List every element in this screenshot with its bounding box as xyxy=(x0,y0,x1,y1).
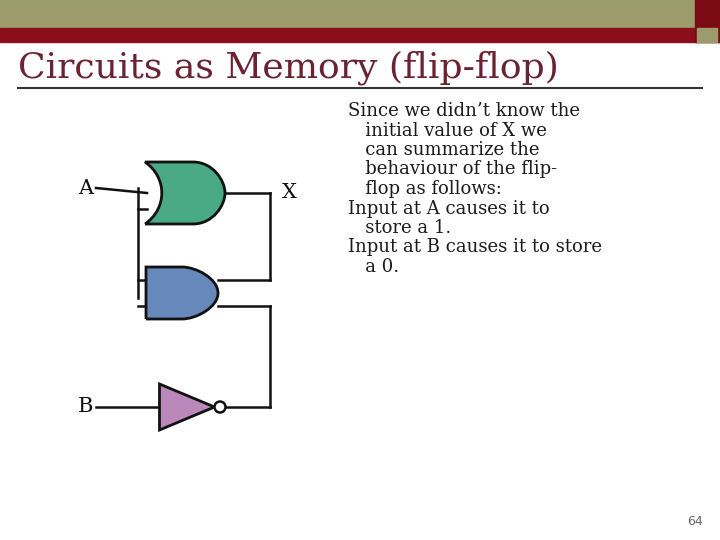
PathPatch shape xyxy=(146,267,218,319)
Text: initial value of X we: initial value of X we xyxy=(348,122,547,139)
Text: Since we didn’t know the: Since we didn’t know the xyxy=(348,102,580,120)
Text: store a 1.: store a 1. xyxy=(348,219,451,237)
Bar xyxy=(697,28,717,42)
Polygon shape xyxy=(160,384,215,430)
Text: behaviour of the flip-: behaviour of the flip- xyxy=(348,160,557,179)
Text: A: A xyxy=(78,179,93,198)
Text: 64: 64 xyxy=(688,515,703,528)
Text: a 0.: a 0. xyxy=(348,258,399,276)
Text: B: B xyxy=(78,397,94,416)
Text: flop as follows:: flop as follows: xyxy=(348,180,502,198)
Text: Input at A causes it to: Input at A causes it to xyxy=(348,199,549,218)
Bar xyxy=(0,28,720,42)
Text: Circuits as Memory (flip-flop): Circuits as Memory (flip-flop) xyxy=(18,51,559,85)
Circle shape xyxy=(215,402,225,413)
Text: X: X xyxy=(282,184,297,202)
Bar xyxy=(0,0,720,28)
PathPatch shape xyxy=(145,162,225,224)
Text: Input at B causes it to store: Input at B causes it to store xyxy=(348,239,602,256)
Text: can summarize the: can summarize the xyxy=(348,141,539,159)
Bar xyxy=(695,0,720,42)
